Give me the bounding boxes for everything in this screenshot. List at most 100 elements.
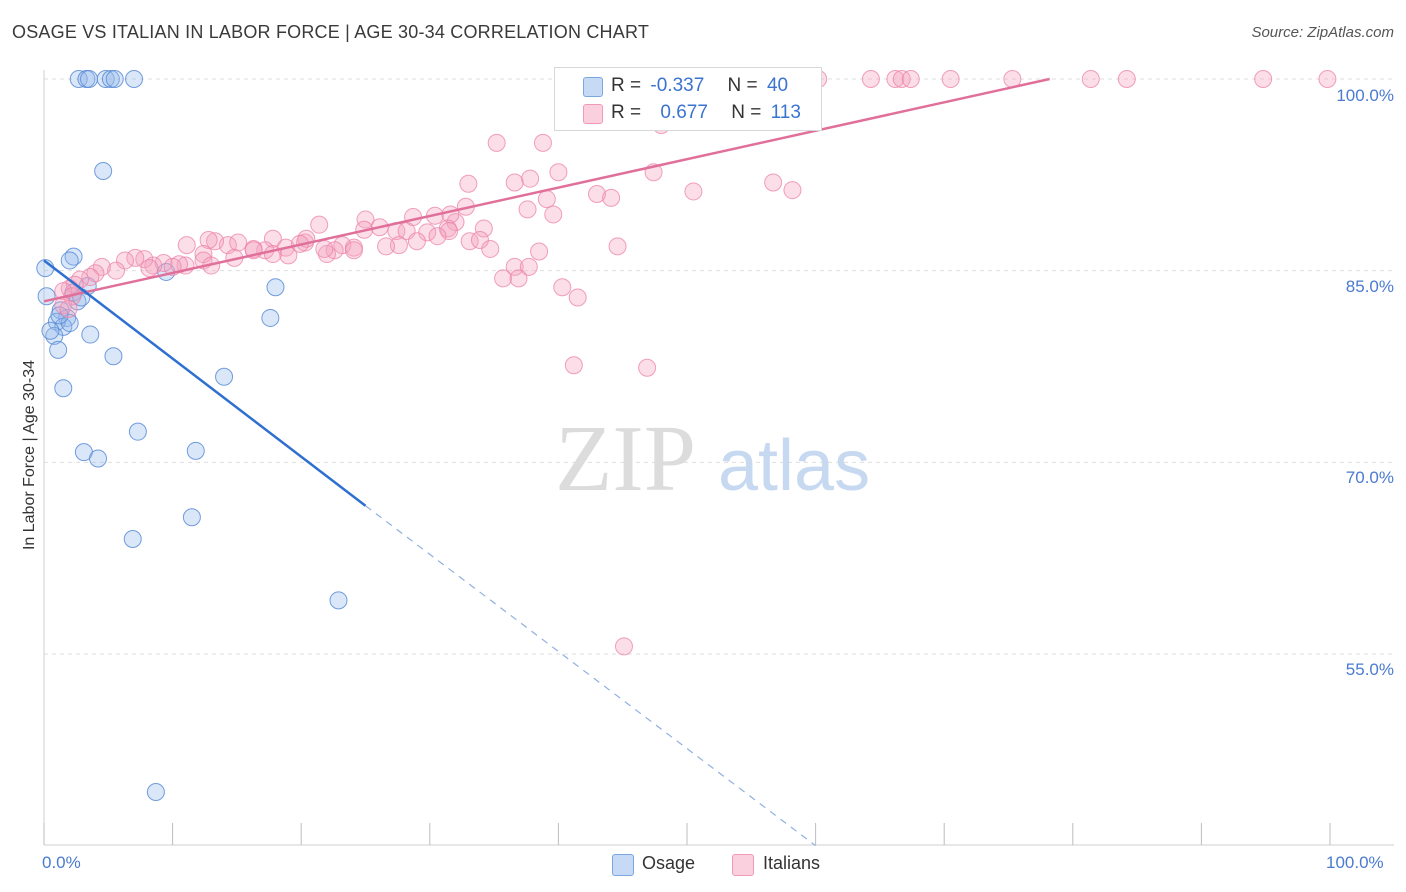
stats-legend: R = -0.337 N = 40 R = 0.677 N = 113 <box>554 67 822 131</box>
trend-lines <box>43 77 1050 847</box>
italians-point <box>783 181 802 200</box>
chart-title: OSAGE VS ITALIAN IN LABOR FORCE | AGE 30… <box>12 22 650 42</box>
osage-legend-label: Osage <box>642 853 696 873</box>
italians-point <box>602 188 621 207</box>
osage-point <box>266 278 285 297</box>
osage-point <box>60 251 79 270</box>
osage-legend-swatch <box>612 854 634 876</box>
italians-point <box>440 222 459 241</box>
osage-n-label: N = <box>727 75 758 96</box>
italians-point <box>530 242 549 261</box>
italians-point <box>263 245 282 264</box>
italians-point <box>549 163 568 182</box>
osage-point <box>215 367 234 386</box>
italians-swatch <box>583 104 603 124</box>
osage-point <box>37 287 56 306</box>
italians-point <box>315 239 334 258</box>
italians-trend-line <box>43 77 1050 303</box>
italians-point <box>533 133 552 152</box>
osage-point <box>182 508 201 527</box>
italians-point <box>474 219 493 238</box>
osage-point <box>186 441 205 460</box>
italians-point <box>518 200 537 219</box>
italians-point <box>377 237 396 256</box>
osage-point <box>125 70 144 88</box>
y-tick-label: 100.0% <box>1336 86 1394 105</box>
source-label: Source: ZipAtlas.com <box>1251 24 1394 41</box>
italians-point <box>614 637 633 656</box>
italians-point <box>116 251 135 270</box>
italians-legend-label: Italians <box>763 853 821 873</box>
osage-swatch <box>583 77 603 97</box>
italians-point <box>861 70 880 88</box>
italians-point <box>92 257 111 276</box>
osage-point <box>96 70 115 88</box>
x-tick-label: 0.0% <box>42 853 81 872</box>
italians-point <box>126 248 145 267</box>
y-tick-label: 85.0% <box>1345 277 1394 296</box>
italians-point <box>428 227 447 246</box>
italians-point <box>317 245 336 264</box>
italians-point <box>505 173 524 192</box>
italians-point <box>459 174 478 193</box>
italians-point <box>587 185 606 203</box>
osage-point <box>105 70 124 88</box>
italians-point <box>1318 70 1337 88</box>
italians-point <box>509 269 528 288</box>
italians-point <box>206 232 225 251</box>
italians-point <box>684 182 703 201</box>
osage-point <box>50 306 69 325</box>
italians-point <box>470 231 489 249</box>
italians-point <box>1254 70 1273 88</box>
osage-point <box>94 162 113 180</box>
italians-point <box>389 236 408 255</box>
italians-point <box>140 259 159 278</box>
osage-stats: R = -0.337 N = 40 <box>611 75 788 97</box>
osage-point <box>101 70 120 88</box>
osage-trend-line <box>43 259 367 507</box>
italians-point <box>135 250 154 269</box>
x-tick-label: 100.0% <box>1326 853 1384 872</box>
italians-legend-swatch <box>732 854 754 876</box>
italians-point <box>494 269 513 288</box>
italians-point <box>59 300 78 318</box>
osage-r-value: -0.337 <box>650 75 705 96</box>
italians-point <box>892 70 911 88</box>
osage-point <box>329 591 348 610</box>
osage-point <box>69 70 88 88</box>
italians-stats: R = 0.677 N = 113 <box>611 102 801 124</box>
italians-point <box>407 232 426 251</box>
italians-point <box>764 173 783 192</box>
osage-point <box>89 449 108 468</box>
osage-point <box>128 422 147 441</box>
osage-point <box>54 379 73 398</box>
italians-point <box>505 257 524 276</box>
axes <box>43 70 1394 846</box>
italians-point <box>199 231 218 249</box>
osage-points <box>36 70 348 801</box>
italians-point <box>1117 70 1136 88</box>
osage-point <box>123 530 142 548</box>
italians-point <box>608 237 627 256</box>
osage-point <box>60 314 79 333</box>
italians-point <box>310 215 329 234</box>
osage-point <box>104 347 123 366</box>
italians-point <box>1081 70 1100 88</box>
y-tick-label: 55.0% <box>1345 660 1394 679</box>
italians-point <box>564 356 583 375</box>
osage-r-label: R = <box>611 75 642 96</box>
italians-point <box>521 169 540 188</box>
italians-point <box>107 261 126 280</box>
y-tick-label: 70.0% <box>1345 468 1394 487</box>
italians-point <box>941 70 960 88</box>
italians-point <box>886 70 905 88</box>
series-legend: Osage Italians <box>0 852 1406 878</box>
italians-point <box>418 223 437 242</box>
osage-point <box>41 321 60 340</box>
osage-n-value: 40 <box>766 75 789 96</box>
italians-r-value: 0.677 <box>660 102 708 123</box>
osage-point <box>81 325 100 344</box>
italians-point <box>481 239 500 258</box>
italians-point <box>568 288 587 307</box>
italians-point <box>81 268 100 287</box>
